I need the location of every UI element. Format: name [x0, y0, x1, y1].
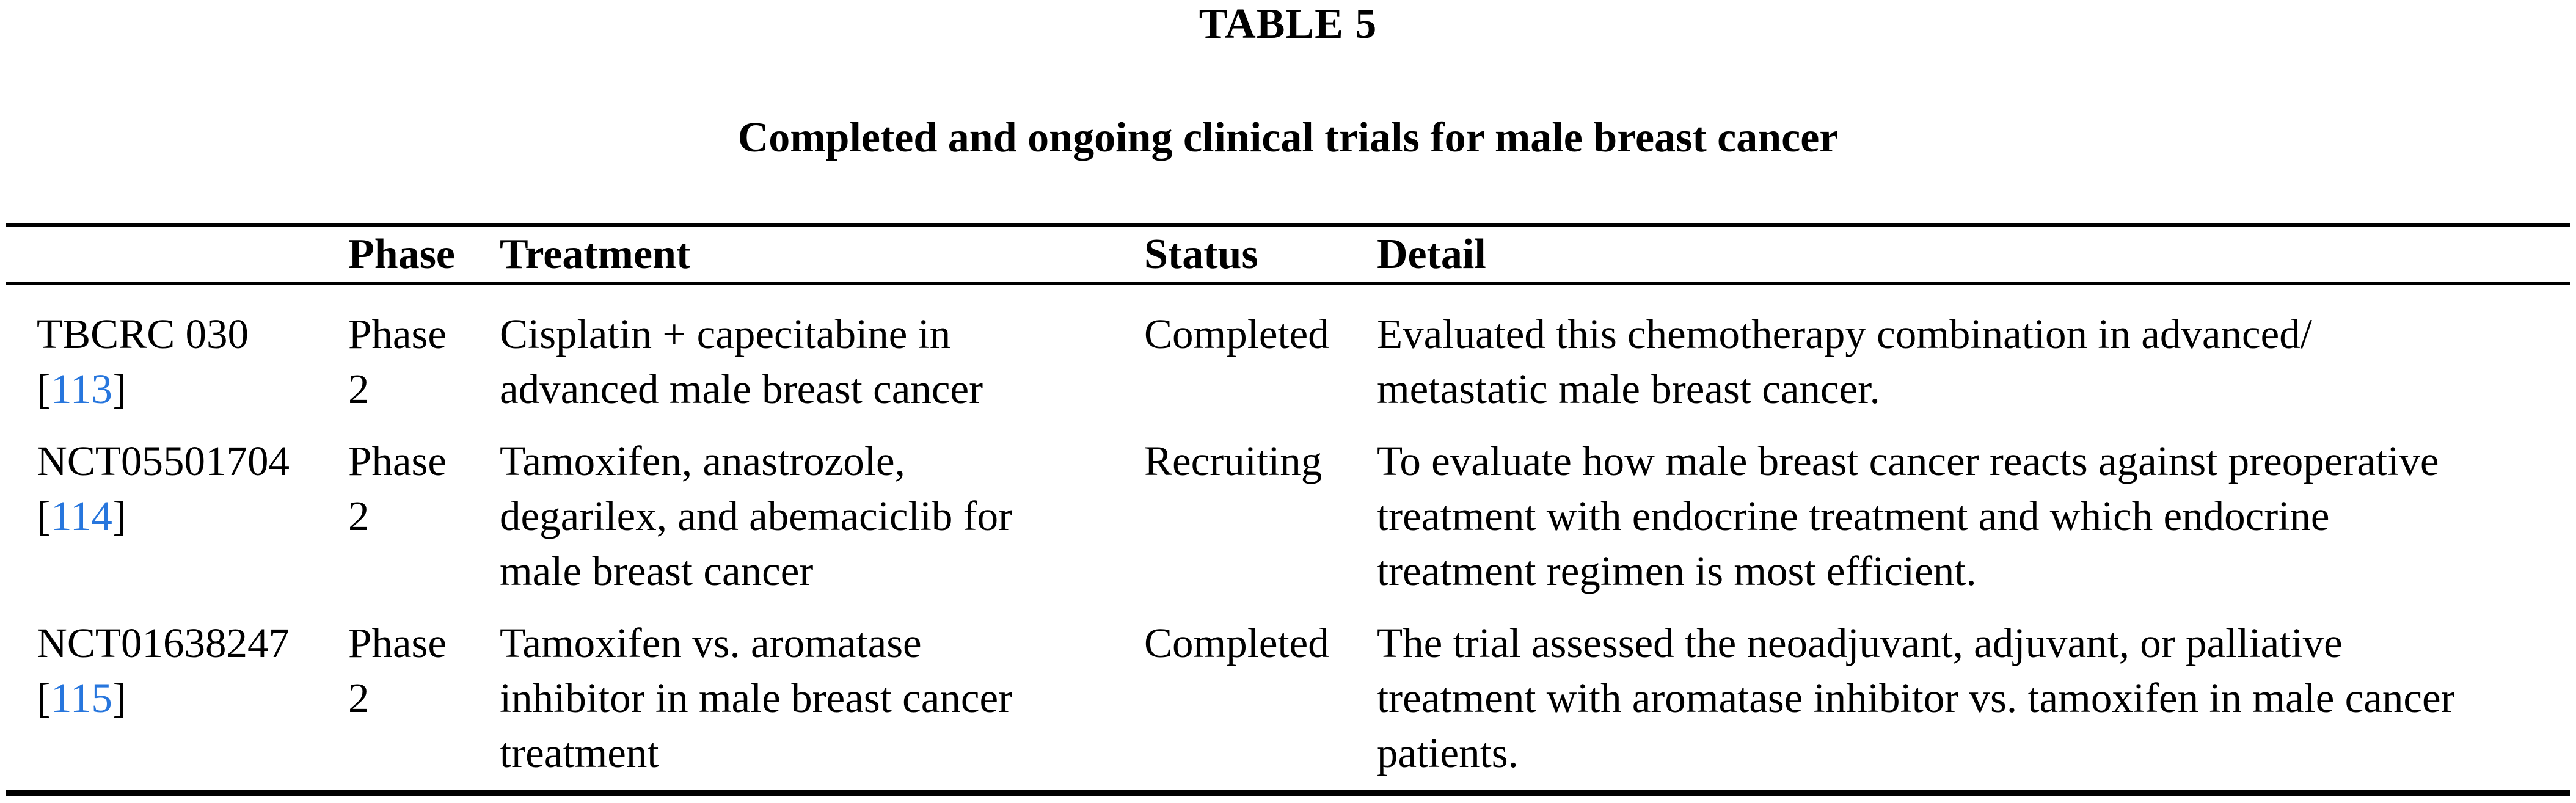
col-header-detail: Detail [1377, 225, 2570, 285]
col-header-treatment: Treatment [500, 225, 1144, 285]
col-header-status: Status [1144, 225, 1377, 285]
table-caption: Completed and ongoing clinical trials fo… [737, 114, 1839, 161]
bracket-close: ] [112, 493, 126, 539]
trial-id: NCT01638247 [37, 620, 290, 666]
header-row: Phase Treatment Status Detail [6, 225, 2570, 285]
clinical-trials-table: Phase Treatment Status Detail TBCRC 030 … [6, 223, 2570, 796]
table-label: TABLE 5 [1199, 1, 1377, 48]
cell-status: Completed [1144, 620, 1329, 666]
cell-trial-id: NCT05501704 [114] [6, 434, 348, 616]
bracket-close: ] [112, 675, 126, 721]
cell-treatment: Tamoxifen, anastrozole, degarilex, and a… [500, 438, 1013, 594]
col-header-phase: Phase [348, 225, 500, 285]
cell-detail: To evaluate how male breast cancer react… [1377, 438, 2439, 594]
bracket-open: [ [37, 675, 51, 721]
bracket-open: [ [37, 366, 51, 412]
cell-trial-id: NCT01638247 [115] [6, 616, 348, 793]
reference-link-115[interactable]: 115 [50, 675, 112, 721]
reference: [115] [37, 670, 348, 725]
cell-phase: Phase 2 [348, 438, 447, 539]
bracket-open: [ [37, 493, 51, 539]
table-row: TBCRC 030 [113] Phase 2 Cisplatin + cape… [6, 283, 2570, 434]
reference: [114] [37, 489, 348, 543]
cell-trial-id: TBCRC 030 [113] [6, 283, 348, 434]
col-header-trial [6, 225, 348, 285]
cell-status: Recruiting [1144, 438, 1323, 484]
cell-treatment: Cisplatin + capecitabine in advanced mal… [500, 311, 983, 412]
cell-phase: Phase 2 [348, 311, 447, 412]
bracket-close: ] [112, 366, 126, 412]
cell-status: Completed [1144, 311, 1329, 357]
cell-treatment: Tamoxifen vs. aromatase inhibitor in mal… [500, 620, 1013, 776]
trial-id: NCT05501704 [37, 438, 290, 484]
cell-phase: Phase 2 [348, 620, 447, 721]
reference: [113] [37, 362, 348, 416]
table-row: NCT05501704 [114] Phase 2 Tamoxifen, ana… [6, 434, 2570, 616]
cell-detail: Evaluated this chemotherapy combination … [1377, 311, 2312, 412]
reference-link-113[interactable]: 113 [50, 366, 112, 412]
trial-id: TBCRC 030 [37, 311, 249, 357]
reference-link-114[interactable]: 114 [50, 493, 112, 539]
cell-detail: The trial assessed the neoadjuvant, adju… [1377, 620, 2455, 776]
table-row: NCT01638247 [115] Phase 2 Tamoxifen vs. … [6, 616, 2570, 793]
